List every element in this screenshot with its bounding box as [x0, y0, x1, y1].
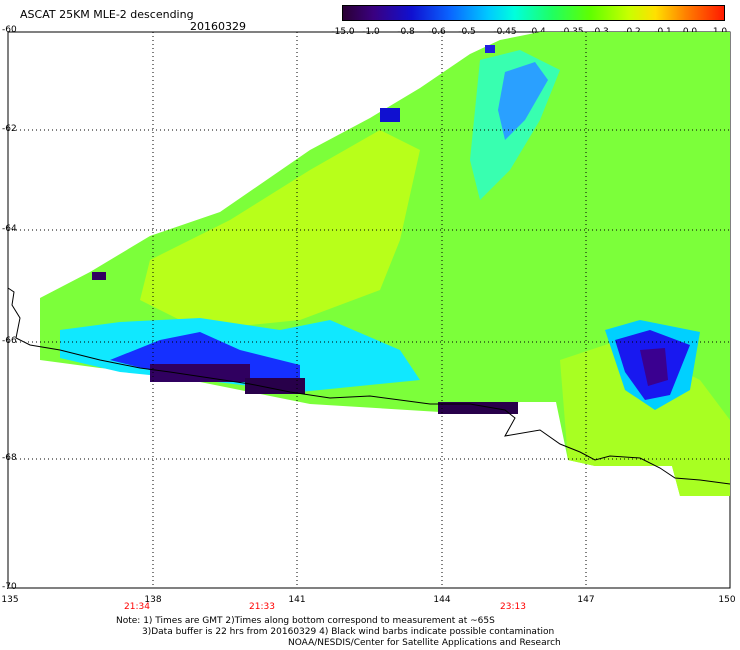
lat-label: -66 [2, 336, 17, 346]
lon-label: 135 [1, 595, 19, 605]
lon-label: 150 [718, 595, 736, 605]
pass-time: 23:13 [500, 602, 526, 612]
lat-label: -64 [2, 224, 17, 234]
swath-purple-strip [150, 364, 250, 382]
swath-blue-streak [498, 62, 548, 140]
lat-label: -70 [2, 582, 17, 592]
antarctic-coastline [7, 287, 731, 485]
swath-blue-pixel [485, 45, 495, 53]
swath-purple-strip [438, 402, 518, 414]
colorbar [342, 5, 725, 21]
map-title: ASCAT 25KM MLE-2 descending [20, 8, 194, 21]
swath-purple-pixel [92, 272, 106, 280]
note-line-2: 3)Data buffer is 22 hrs from 20160329 4)… [142, 627, 555, 637]
lat-label: -62 [2, 124, 17, 134]
lat-label: -60 [2, 25, 17, 35]
note-line-1: Note: 1) Times are GMT 2)Times along bot… [116, 616, 495, 626]
gridlines [8, 32, 730, 588]
lon-label: 147 [577, 595, 595, 605]
map-date: 20160329 [190, 20, 246, 33]
lat-label: -68 [2, 453, 17, 463]
pass-time: 21:33 [249, 602, 275, 612]
pass-time: 21:34 [124, 602, 150, 612]
swath-blue-pixel [380, 108, 400, 122]
low-pressure-core [640, 348, 668, 386]
note-line-3: NOAA/NESDIS/Center for Satellite Applica… [288, 638, 561, 648]
swath-purple-strip [245, 378, 305, 394]
lon-label: 138 [144, 595, 162, 605]
lon-label: 144 [433, 595, 451, 605]
lon-label: 141 [288, 595, 306, 605]
